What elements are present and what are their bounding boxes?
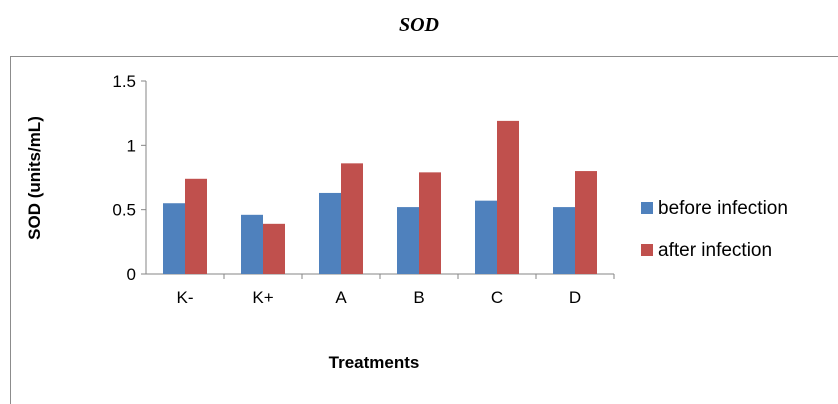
x-tick-label: K+	[252, 288, 273, 307]
legend-swatch-after	[641, 244, 653, 256]
chart-frame	[10, 56, 838, 404]
legend-label-after: after infection	[658, 240, 772, 261]
bar-before-C	[475, 200, 497, 274]
x-tick-label: B	[413, 288, 424, 307]
y-tick-label: 1.5	[112, 72, 136, 91]
x-tick-label: A	[335, 288, 347, 307]
x-tick-label: C	[491, 288, 503, 307]
x-tick-label: D	[569, 288, 581, 307]
x-tick-labels: K- K+ A B C D	[177, 288, 582, 307]
x-tick-label: K-	[177, 288, 194, 307]
legend-swatch-before	[641, 202, 653, 214]
bar-after-C	[497, 120, 519, 275]
legend: before infection after infection	[641, 198, 788, 261]
axes	[141, 80, 615, 279]
bar-before-D	[553, 207, 575, 274]
x-axis-label: Treatments	[329, 353, 420, 372]
bar-after-B	[419, 172, 441, 274]
legend-label-before: before infection	[658, 198, 788, 219]
bar-before-K-	[163, 203, 185, 274]
bar-before-B	[397, 207, 419, 274]
y-tick-labels: 0 0.5 1 1.5	[112, 72, 136, 284]
bar-after-A	[341, 163, 363, 274]
bar-after-D	[575, 171, 597, 274]
bar-before-A	[319, 192, 341, 274]
y-tick-label: 0	[127, 265, 136, 284]
y-tick-label: 1	[127, 136, 136, 155]
bar-before-K+	[241, 214, 263, 274]
bar-after-K+	[263, 223, 285, 274]
bars	[163, 120, 597, 275]
y-tick-label: 0.5	[112, 201, 136, 220]
bar-after-K-	[185, 178, 207, 274]
chart-title: SOD	[398, 14, 439, 36]
y-axis-label: SOD (units/mL)	[25, 116, 44, 240]
